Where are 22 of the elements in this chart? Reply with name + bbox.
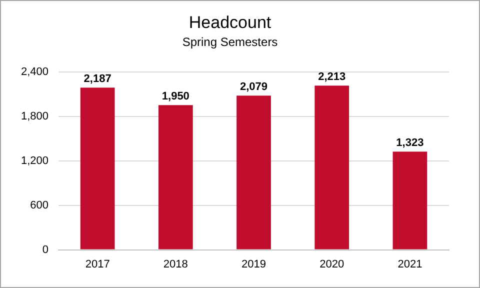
- y-tick-label: 2,400: [20, 66, 49, 78]
- chart-title: Headcount: [188, 12, 272, 32]
- x-tick-label: 2021: [398, 258, 422, 270]
- x-tick-label: 2018: [163, 258, 188, 270]
- bar: [80, 88, 115, 250]
- y-tick-label: 600: [30, 199, 49, 212]
- data-label: 2,079: [240, 81, 268, 94]
- bar: [314, 86, 350, 250]
- y-tick-label: 1,200: [20, 154, 49, 167]
- data-label: 2,187: [84, 73, 112, 86]
- bar: [158, 105, 193, 250]
- x-tick-label: 2019: [242, 258, 266, 270]
- data-label: 1,323: [396, 137, 424, 150]
- y-tick-label: 0: [42, 244, 49, 256]
- chart-subtitle: Spring Semesters: [182, 34, 278, 49]
- y-tick-label: 1,800: [20, 110, 49, 122]
- data-label: 2,213: [318, 71, 346, 84]
- bar: [236, 96, 271, 250]
- x-tick-label: 2020: [320, 258, 344, 270]
- x-tick-label: 2017: [85, 258, 110, 270]
- data-label: 1,950: [162, 90, 190, 103]
- bar: [392, 152, 428, 250]
